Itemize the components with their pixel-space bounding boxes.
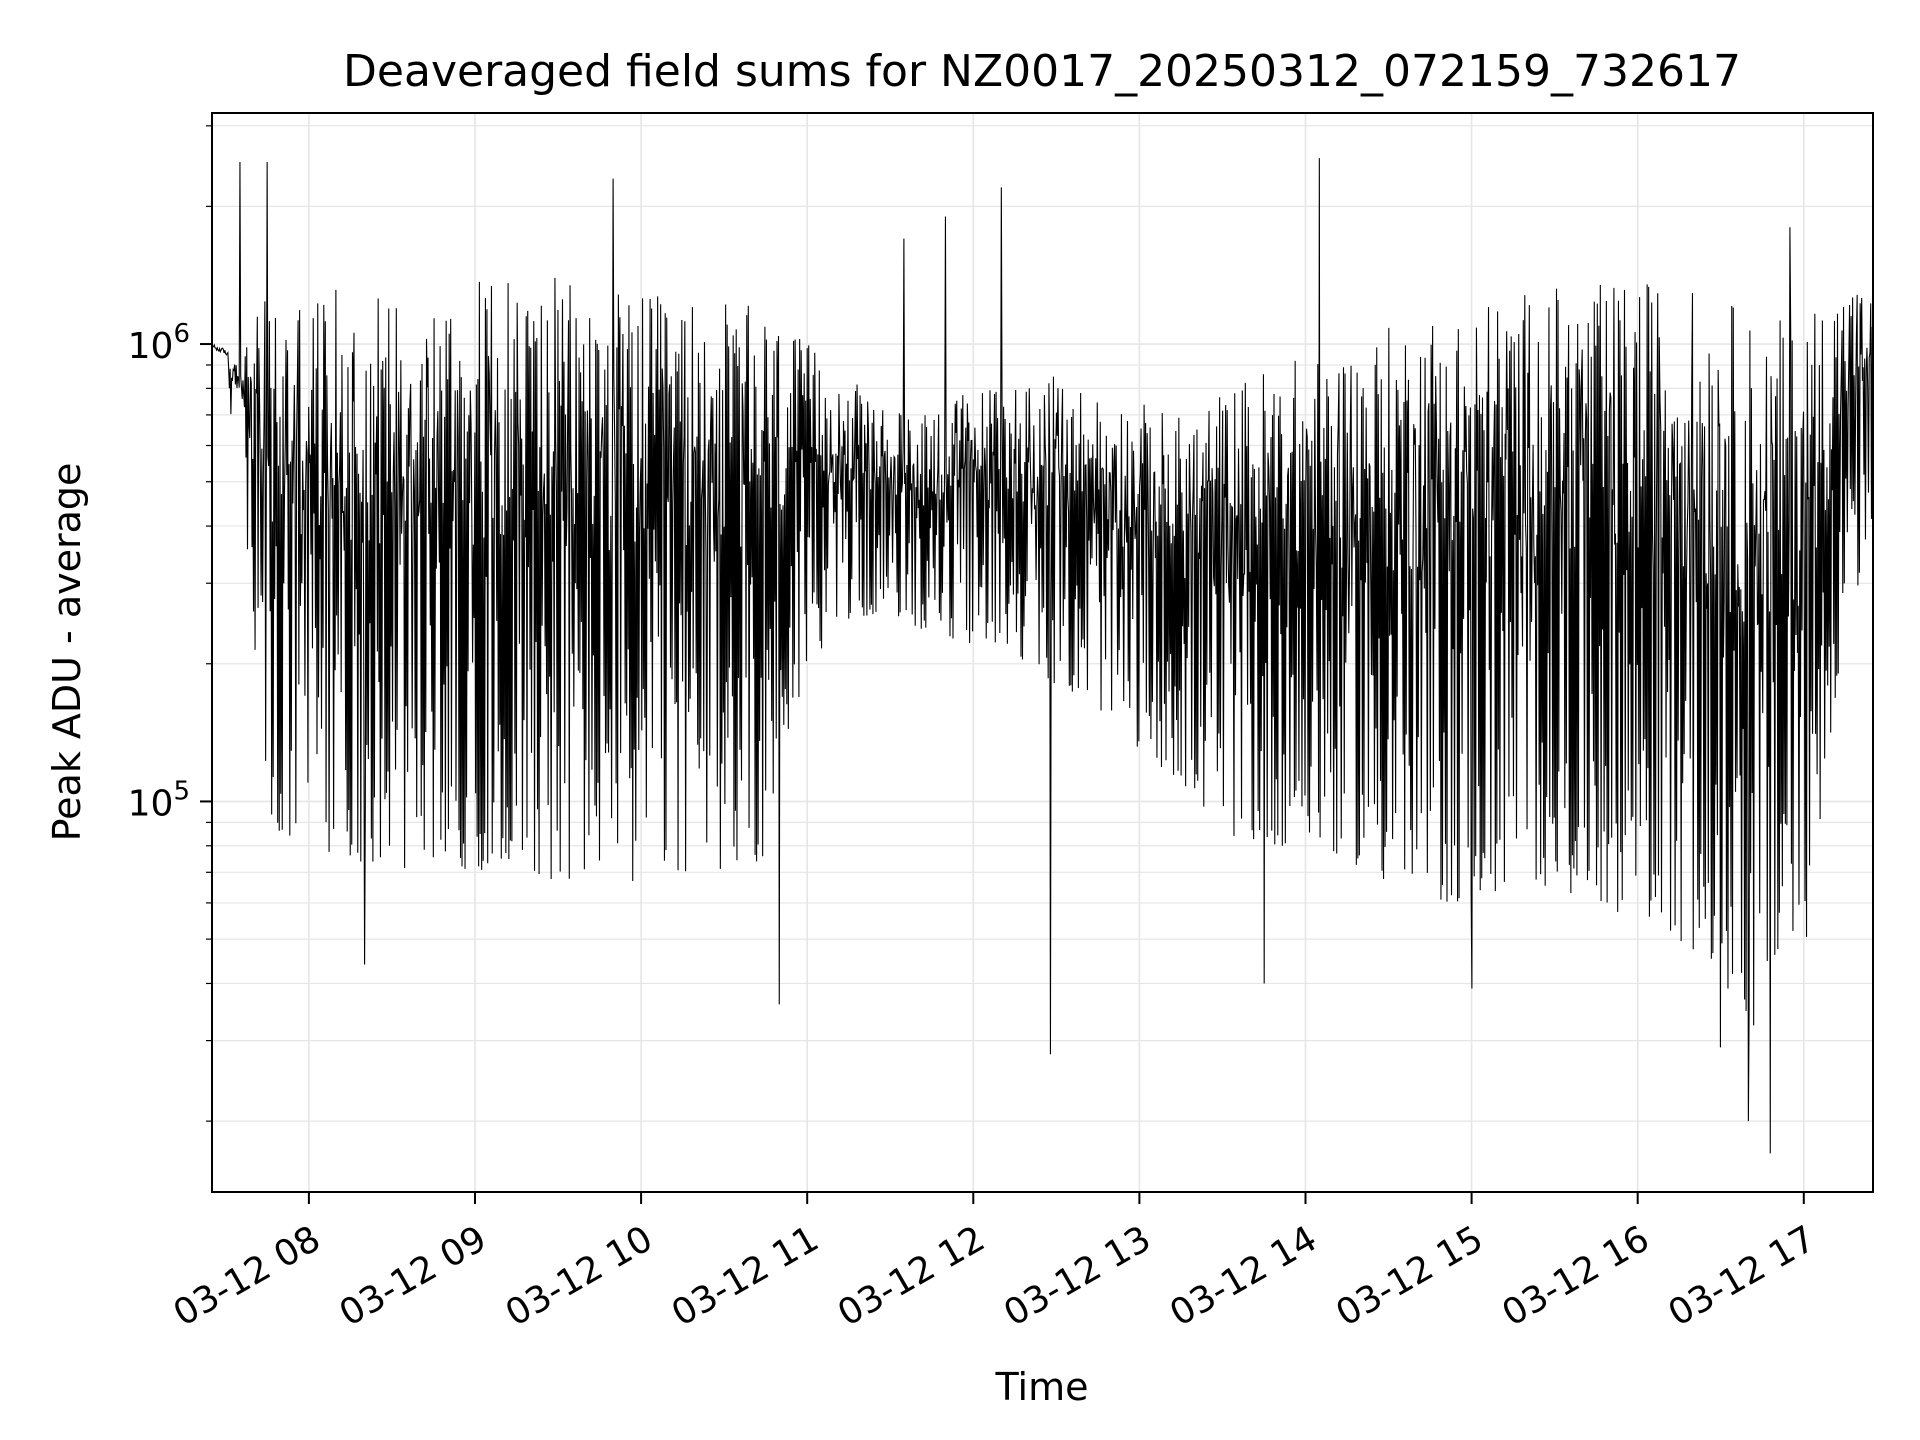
y-tick-exponent: 5 [173, 776, 190, 806]
y-axis-label: Peak ADU - average [45, 463, 89, 842]
y-tick-label: 105 [128, 776, 190, 824]
x-axis-label: Time [995, 1365, 1089, 1409]
y-tick-label: 106 [128, 319, 190, 367]
data-series [211, 158, 1874, 1154]
y-tick-base: 10 [128, 326, 174, 367]
plot-frame [211, 112, 1874, 1193]
chart-title: Deaveraged field sums for NZ0017_2025031… [343, 46, 1741, 97]
y-tick-base: 10 [128, 783, 174, 824]
y-tick-exponent: 6 [173, 319, 190, 349]
series-line [211, 158, 1874, 1154]
